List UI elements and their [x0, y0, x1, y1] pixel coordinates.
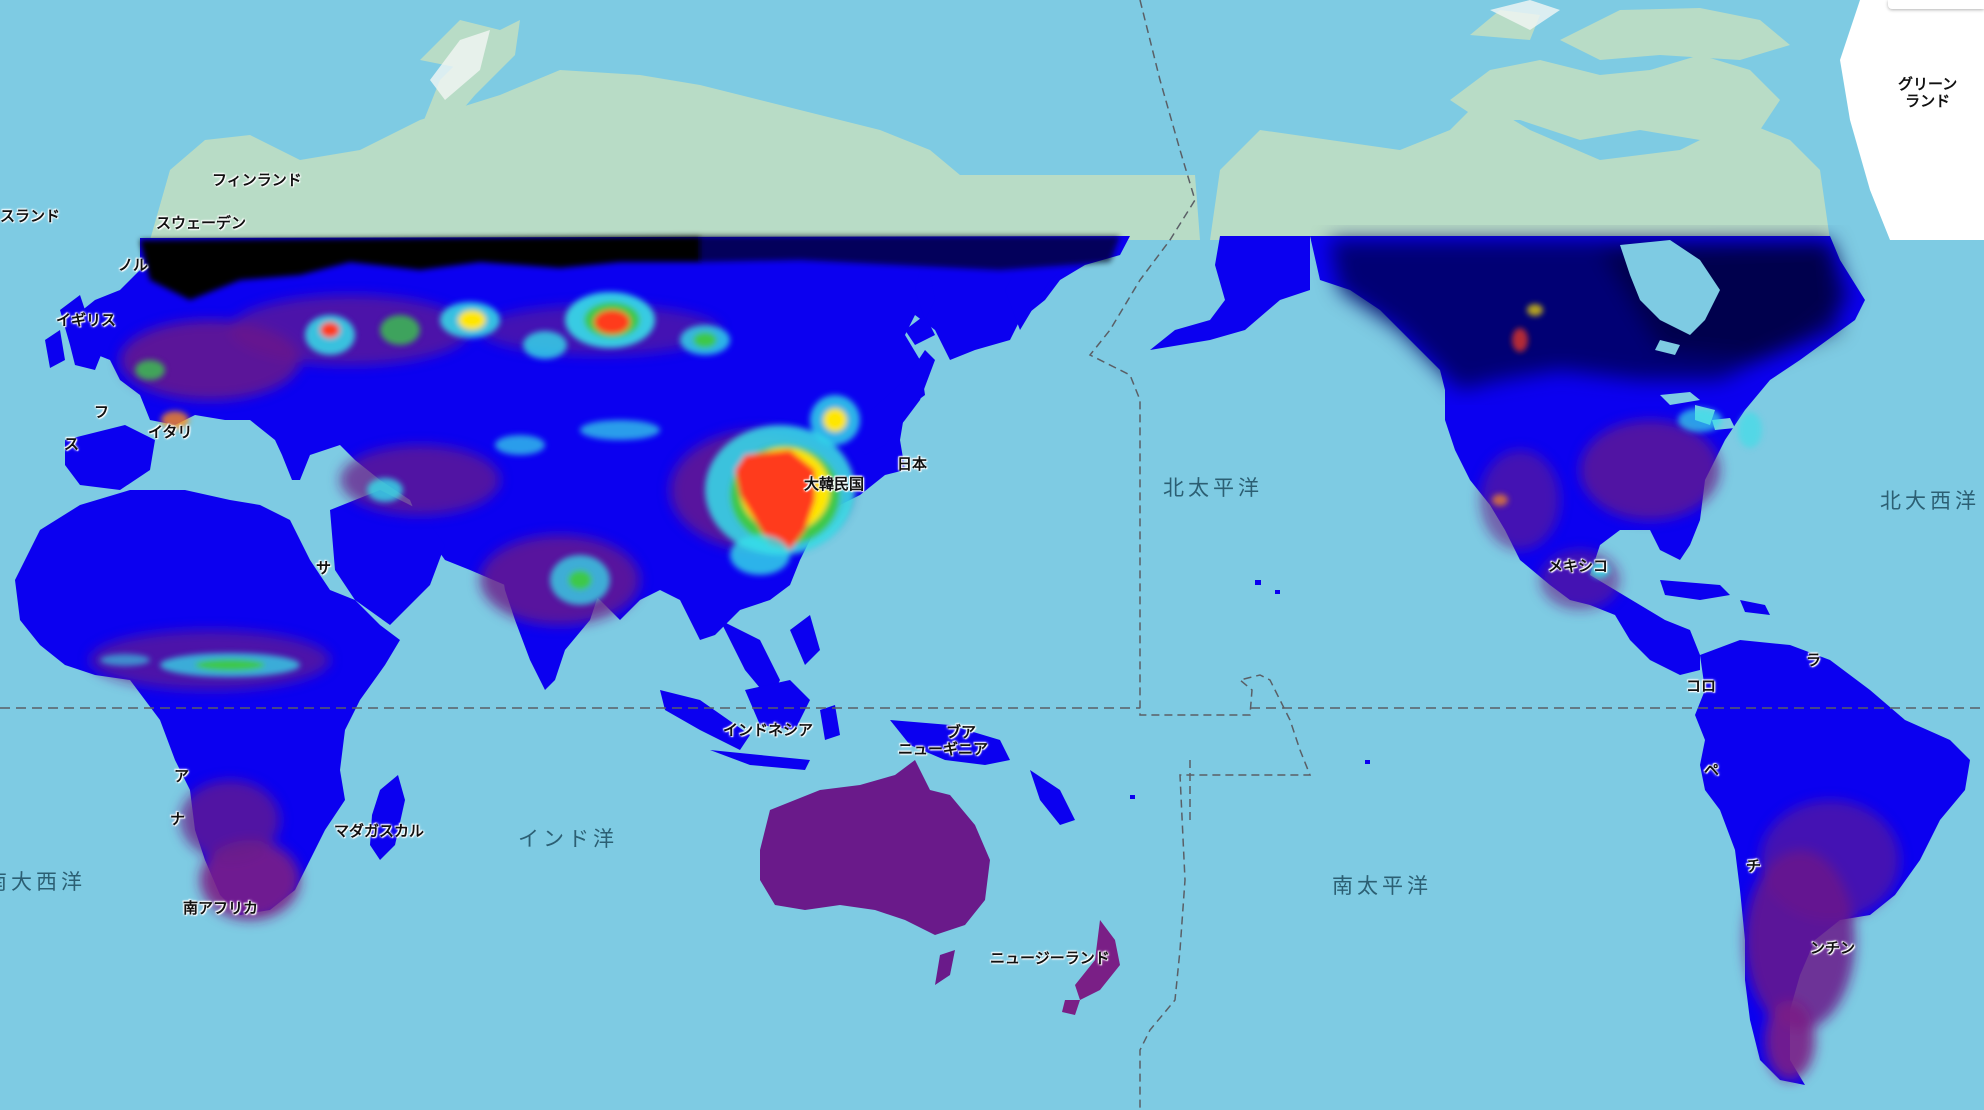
label-peru: ペ [1704, 761, 1720, 779]
label-korea: 大韓民国 [804, 475, 865, 493]
label-sweden: スウェーデン [156, 214, 247, 232]
density-zero-north [140, 236, 1120, 300]
label-angola: ア [174, 767, 190, 785]
map-control-button[interactable] [1888, 0, 1984, 9]
arctic-ice [430, 30, 490, 100]
label-argentina: ンチン [1810, 939, 1856, 957]
label-south-atlantic: 南大西洋 [0, 870, 86, 894]
label-south-pacific: 南太平洋 [1332, 874, 1432, 898]
label-north-atlantic: 北大西洋 [1880, 489, 1980, 513]
label-greenland-line2: ランド [1905, 92, 1951, 110]
label-finland: フィンランド [212, 171, 302, 189]
label-png-line2: ニューギニア [898, 740, 989, 758]
label-madagascar: マダガスカル [334, 822, 425, 840]
date-line [1088, 0, 1312, 1110]
label-japan: 日本 [897, 455, 928, 473]
label-new-zealand: ニュージーランド [990, 949, 1110, 967]
density-hotspots-americas [1492, 304, 1762, 578]
density-hotspots [100, 292, 860, 677]
label-greenland-line1: グリーン [1898, 75, 1958, 93]
label-indian-ocean: インド洋 [518, 827, 618, 851]
label-chile: チ [1746, 857, 1762, 875]
label-png-line1: ブア [946, 723, 977, 741]
label-greenland: グリーン ランド [1898, 76, 1957, 110]
label-norway: ノル [118, 256, 149, 274]
label-mexico: メキシコ [1548, 557, 1609, 575]
pacific-islands [1130, 580, 1370, 799]
label-saudi: サ [316, 559, 332, 577]
label-uk: イギリス [56, 311, 117, 329]
label-indonesia: インドネシア [723, 721, 814, 739]
label-venezuela: ラ [1806, 651, 1822, 669]
label-namibia: ナ [170, 810, 186, 828]
label-spain: ス [64, 435, 80, 453]
label-colombia: コロ [1686, 677, 1717, 695]
hudson-bay [1620, 240, 1720, 335]
greenland-land [1840, 0, 1984, 240]
label-iceland: スランド [0, 207, 61, 225]
label-papua-new-guinea: ブア ニューギニア [898, 724, 988, 758]
label-france: フ [94, 403, 110, 421]
label-north-pacific: 北太平洋 [1163, 476, 1263, 500]
density-mid-americas [1480, 420, 1900, 1080]
density-overlay-oceania [760, 760, 1120, 1015]
label-south-africa: 南アフリカ [183, 899, 259, 917]
label-italy: イタリ [148, 423, 193, 441]
